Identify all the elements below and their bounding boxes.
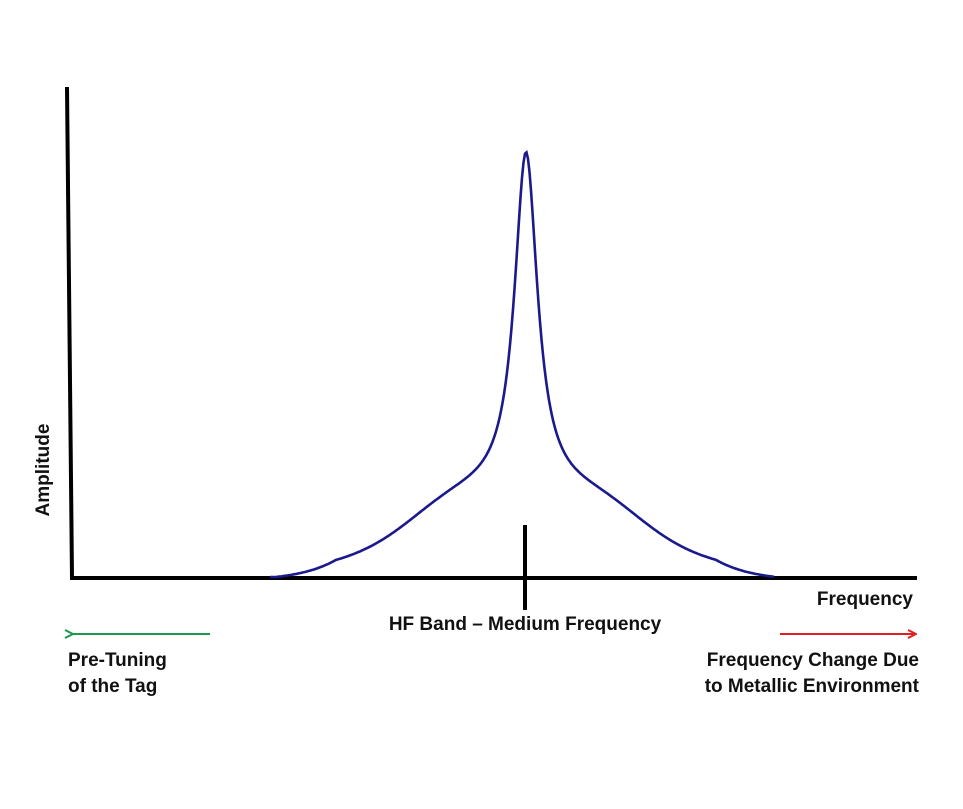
frequency-change-note-line: Frequency Change Due	[706, 650, 919, 671]
pre-tuning-note: Pre-Tuning of the Tag	[68, 648, 167, 700]
frequency-change-note-line: to Metallic Environment	[704, 676, 919, 697]
resonance-curve	[270, 150, 775, 579]
x-axis-label: Frequency	[816, 589, 913, 610]
y-axis	[65, 86, 74, 579]
frequency-change-note: Frequency Change Due to Metallic Environ…	[705, 648, 919, 700]
center-frequency-label: HF Band – Medium Frequency	[388, 614, 662, 635]
pre-tuning-note-line: of the Tag	[68, 676, 158, 697]
pre-tuning-note-line: Pre-Tuning	[68, 650, 167, 671]
y-axis-label: Amplitude	[33, 423, 54, 517]
